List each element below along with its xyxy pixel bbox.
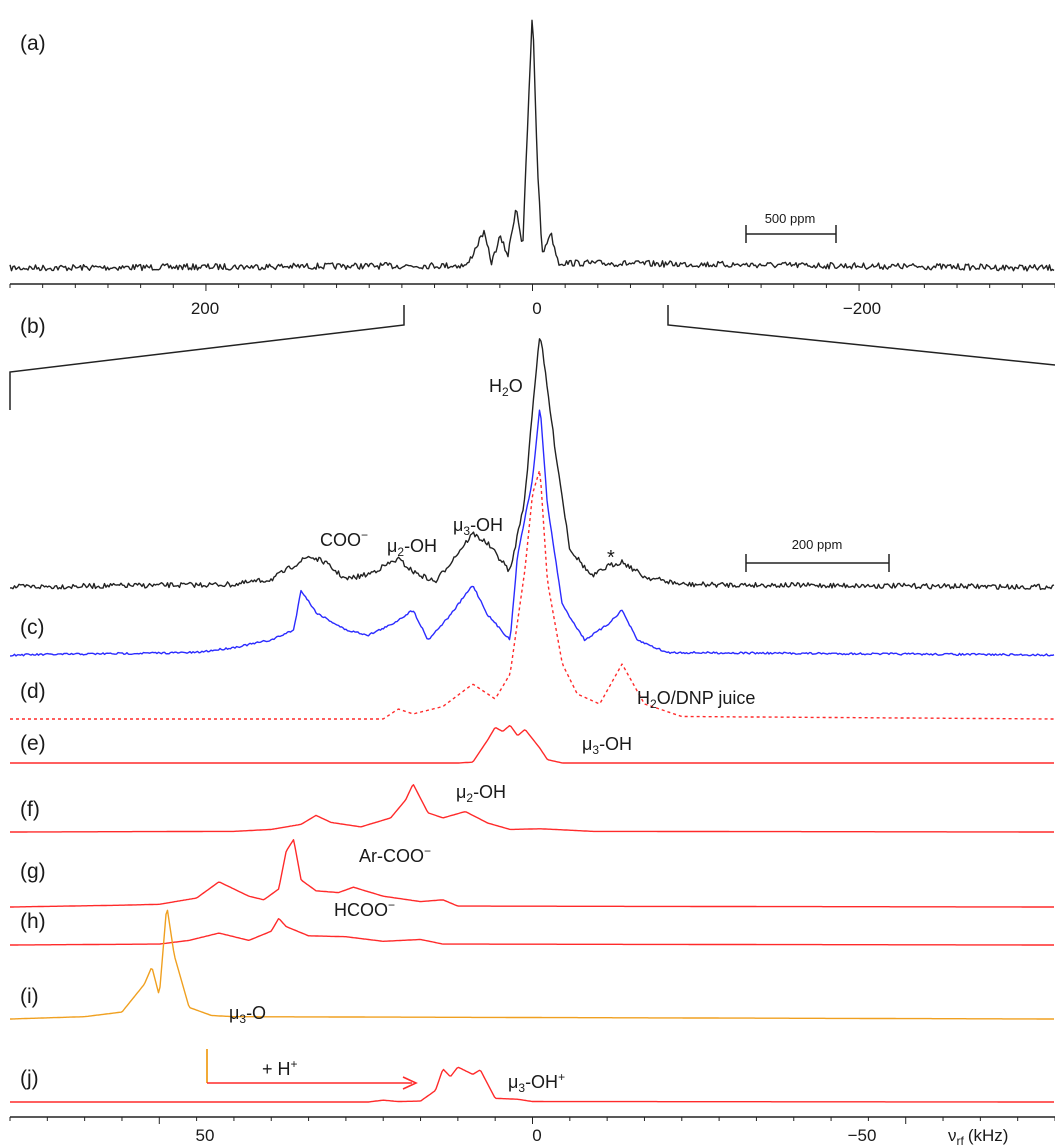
- zoom-line-right: [667, 305, 1055, 366]
- axis-a-ticks: [9, 284, 1055, 291]
- label-protonation: + H+: [262, 1057, 298, 1079]
- scale-bar-a-label: 500 ppm: [765, 211, 816, 226]
- tick-label-a-minus200: −200: [843, 299, 881, 318]
- protonation-arrowhead: [402, 1076, 418, 1090]
- panel-label-i: (i): [20, 985, 39, 1008]
- label-star: *: [607, 547, 615, 569]
- panel-label-f: (f): [20, 798, 40, 821]
- tick-label-a-200: 200: [191, 299, 219, 318]
- label-f-mu2-oh: μ2-OH: [456, 782, 506, 805]
- label-ar-coo: Ar-COO−: [359, 844, 431, 866]
- panel-label-d: (d): [20, 680, 46, 703]
- spectrum-f: [10, 784, 1054, 833]
- spectrum-d: [10, 469, 1054, 720]
- label-dnp-juice: H2O/DNP juice: [637, 688, 755, 711]
- panel-label-c: (c): [20, 616, 45, 639]
- label-h2o: H2O: [489, 376, 523, 399]
- spectrum-c: [10, 409, 1055, 657]
- label-e-mu3-oh: μ3-OH: [582, 734, 632, 757]
- panel-label-b: (b): [20, 315, 46, 338]
- spectrum-h: [10, 918, 1054, 946]
- tick-label-b-0: 0: [532, 1126, 541, 1145]
- tick-label-a-0: 0: [532, 299, 541, 318]
- scale-bar-b-label: 200 ppm: [792, 537, 843, 552]
- zoom-line-left: [9, 305, 405, 410]
- label-mu3-oh: μ3-OH: [453, 515, 503, 538]
- spectrum-i: [10, 909, 1054, 1020]
- label-mu3-o: μ3-O: [229, 1003, 266, 1026]
- spectrum-e: [10, 725, 1054, 764]
- label-mu2-oh: μ2-OH: [387, 536, 437, 559]
- x-axis-label: νrf (kHz): [948, 1126, 1008, 1147]
- panel-label-g: (g): [20, 860, 46, 883]
- label-mu3-oh-plus: μ3-OH+: [508, 1070, 565, 1095]
- scale-bar-b: [745, 554, 890, 572]
- spectrum-a: [9, 19, 1055, 272]
- axis-bottom-ticks: [9, 1117, 1055, 1124]
- tick-label-b-50: 50: [196, 1126, 215, 1145]
- label-coo: COO−: [320, 528, 368, 550]
- panel-label-e: (e): [20, 732, 46, 755]
- spectrum-b: [10, 338, 1055, 591]
- tick-label-b-minus50: −50: [848, 1126, 877, 1145]
- panel-label-a: (a): [20, 32, 46, 55]
- label-hcoo: HCOO−: [334, 898, 395, 920]
- panel-label-j: (j): [20, 1067, 39, 1090]
- spectrum-j: [10, 1066, 1054, 1103]
- scale-bar-a: [745, 225, 837, 243]
- spectrum-g: [10, 839, 1054, 908]
- panel-label-h: (h): [20, 910, 46, 933]
- spectra-traces: [9, 19, 1055, 1103]
